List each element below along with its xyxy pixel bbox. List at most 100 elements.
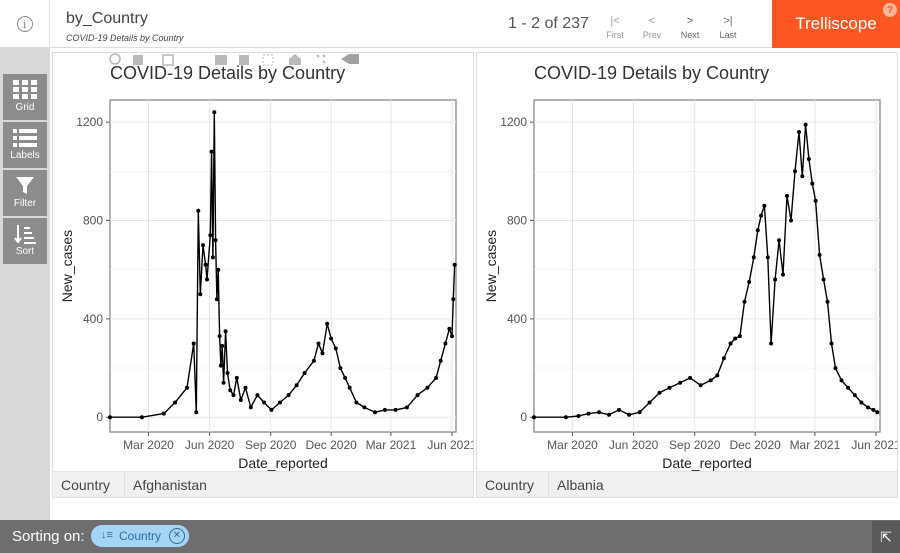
data-point bbox=[742, 299, 747, 304]
data-point bbox=[765, 255, 770, 260]
data-point bbox=[228, 388, 233, 393]
data-point bbox=[785, 193, 789, 198]
data-point bbox=[173, 400, 178, 405]
data-point bbox=[698, 383, 703, 388]
data-point bbox=[813, 198, 818, 203]
data-point bbox=[438, 358, 443, 363]
pager-last-button[interactable]: >| Last bbox=[708, 12, 748, 46]
y-tick-label: 0 bbox=[96, 410, 103, 424]
zoom-icon bbox=[109, 53, 121, 65]
data-point bbox=[751, 255, 756, 260]
data-point bbox=[576, 414, 581, 418]
home-icon bbox=[289, 54, 301, 65]
data-point bbox=[563, 415, 568, 420]
prev-page-icon: < bbox=[648, 15, 656, 27]
data-point bbox=[373, 410, 377, 415]
pager-prev-button[interactable]: < Prev bbox=[632, 12, 672, 46]
pager-first-button[interactable]: |< First bbox=[595, 12, 635, 46]
sidebar-item-label: Sort bbox=[15, 246, 35, 257]
data-point bbox=[347, 385, 352, 390]
data-point bbox=[209, 149, 214, 154]
remove-sort-icon[interactable]: ✕ bbox=[169, 528, 185, 544]
sidebar-item-filter[interactable]: Filter bbox=[3, 170, 47, 216]
data-point bbox=[278, 400, 282, 405]
next-page-icon: > bbox=[686, 15, 694, 27]
data-point bbox=[817, 252, 822, 257]
pager-next-label: Next bbox=[680, 30, 700, 40]
data-point bbox=[225, 371, 230, 375]
grid-icon bbox=[3, 74, 47, 104]
data-point bbox=[667, 385, 672, 390]
data-point bbox=[203, 262, 208, 267]
data-point bbox=[597, 410, 602, 415]
pager-label: 1 - 2 of 237 bbox=[508, 15, 589, 32]
data-point bbox=[243, 385, 248, 390]
data-point bbox=[185, 385, 189, 390]
sidebar-item-label: Grid bbox=[15, 102, 35, 113]
data-point bbox=[294, 383, 299, 388]
x-tick-label: Mar 2020 bbox=[547, 438, 598, 452]
data-point bbox=[354, 400, 359, 405]
data-point bbox=[769, 341, 774, 346]
data-point bbox=[657, 390, 662, 395]
pager-next-button[interactable]: > Next bbox=[670, 12, 710, 46]
data-point bbox=[269, 407, 274, 412]
data-point bbox=[238, 398, 243, 402]
data-point bbox=[255, 393, 260, 398]
data-point bbox=[316, 341, 321, 346]
cognostic-row: Country Afghanistan bbox=[53, 471, 473, 498]
cognostic-name: Country bbox=[477, 472, 549, 498]
plot-area bbox=[533, 99, 881, 433]
footer-bar: Sorting on: ↓≡ Country ✕ bbox=[0, 520, 900, 553]
info-icon: i bbox=[16, 16, 33, 32]
help-icon[interactable]: ? bbox=[883, 3, 897, 17]
data-point bbox=[161, 411, 166, 416]
sidebar-item-grid[interactable]: Grid bbox=[3, 74, 47, 120]
panel-albania[interactable]: COVID-19 Details by Country 0 400 800 1200 Ma… bbox=[476, 52, 898, 498]
x-tick-label: Jun 2021 bbox=[851, 438, 897, 452]
data-point bbox=[205, 277, 209, 282]
data-point bbox=[789, 218, 793, 223]
panel-afghanistan[interactable]: COVID-19 Details by Country 0 400 800 1200 Ma… bbox=[52, 52, 474, 498]
sidebar-item-labels[interactable]: Labels bbox=[3, 122, 47, 168]
data-point bbox=[415, 393, 420, 398]
data-point bbox=[214, 297, 219, 302]
data-point bbox=[733, 336, 738, 341]
data-point bbox=[450, 334, 454, 339]
data-point bbox=[338, 366, 343, 371]
sidebar-item-label: Filter bbox=[13, 198, 37, 209]
data-point bbox=[803, 122, 808, 127]
x-axis-label: Date_reported bbox=[662, 455, 752, 471]
data-point bbox=[325, 321, 330, 326]
x-tick-label: Dec 2020 bbox=[305, 438, 357, 452]
info-button[interactable]: i bbox=[0, 0, 50, 48]
data-point bbox=[617, 407, 621, 412]
data-point bbox=[532, 415, 536, 420]
sort-chip-country[interactable]: ↓≡ Country ✕ bbox=[91, 525, 189, 547]
sidebar-item-sort[interactable]: Sort bbox=[3, 218, 47, 264]
data-point bbox=[210, 255, 215, 260]
hover-closest-icon bbox=[341, 54, 359, 64]
chart-title: COVID-19 Details by Country bbox=[534, 63, 769, 83]
data-point bbox=[678, 380, 683, 385]
data-point bbox=[139, 415, 144, 420]
first-page-icon: |< bbox=[610, 15, 620, 27]
x-tick-label: Jun 2020 bbox=[609, 438, 659, 452]
data-point bbox=[362, 405, 367, 410]
spike-icon bbox=[316, 54, 326, 64]
data-point bbox=[329, 336, 334, 341]
x-tick-label: Jun 2021 bbox=[427, 438, 473, 452]
data-point bbox=[216, 267, 221, 272]
data-point bbox=[839, 378, 844, 383]
data-point bbox=[825, 299, 830, 304]
data-point bbox=[747, 280, 752, 284]
expand-icon[interactable]: ⇱ bbox=[872, 521, 900, 553]
data-point bbox=[447, 326, 452, 331]
cognostic-row: Country Albania bbox=[477, 471, 897, 498]
data-point bbox=[866, 405, 870, 410]
trelliscope-brand-button[interactable]: Trelliscope ? bbox=[772, 0, 900, 48]
gridlines bbox=[534, 100, 880, 432]
display-subtitle: COVID-19 Details by Country bbox=[66, 33, 184, 43]
select-icon bbox=[162, 54, 174, 66]
pager-last-label: Last bbox=[719, 30, 737, 40]
